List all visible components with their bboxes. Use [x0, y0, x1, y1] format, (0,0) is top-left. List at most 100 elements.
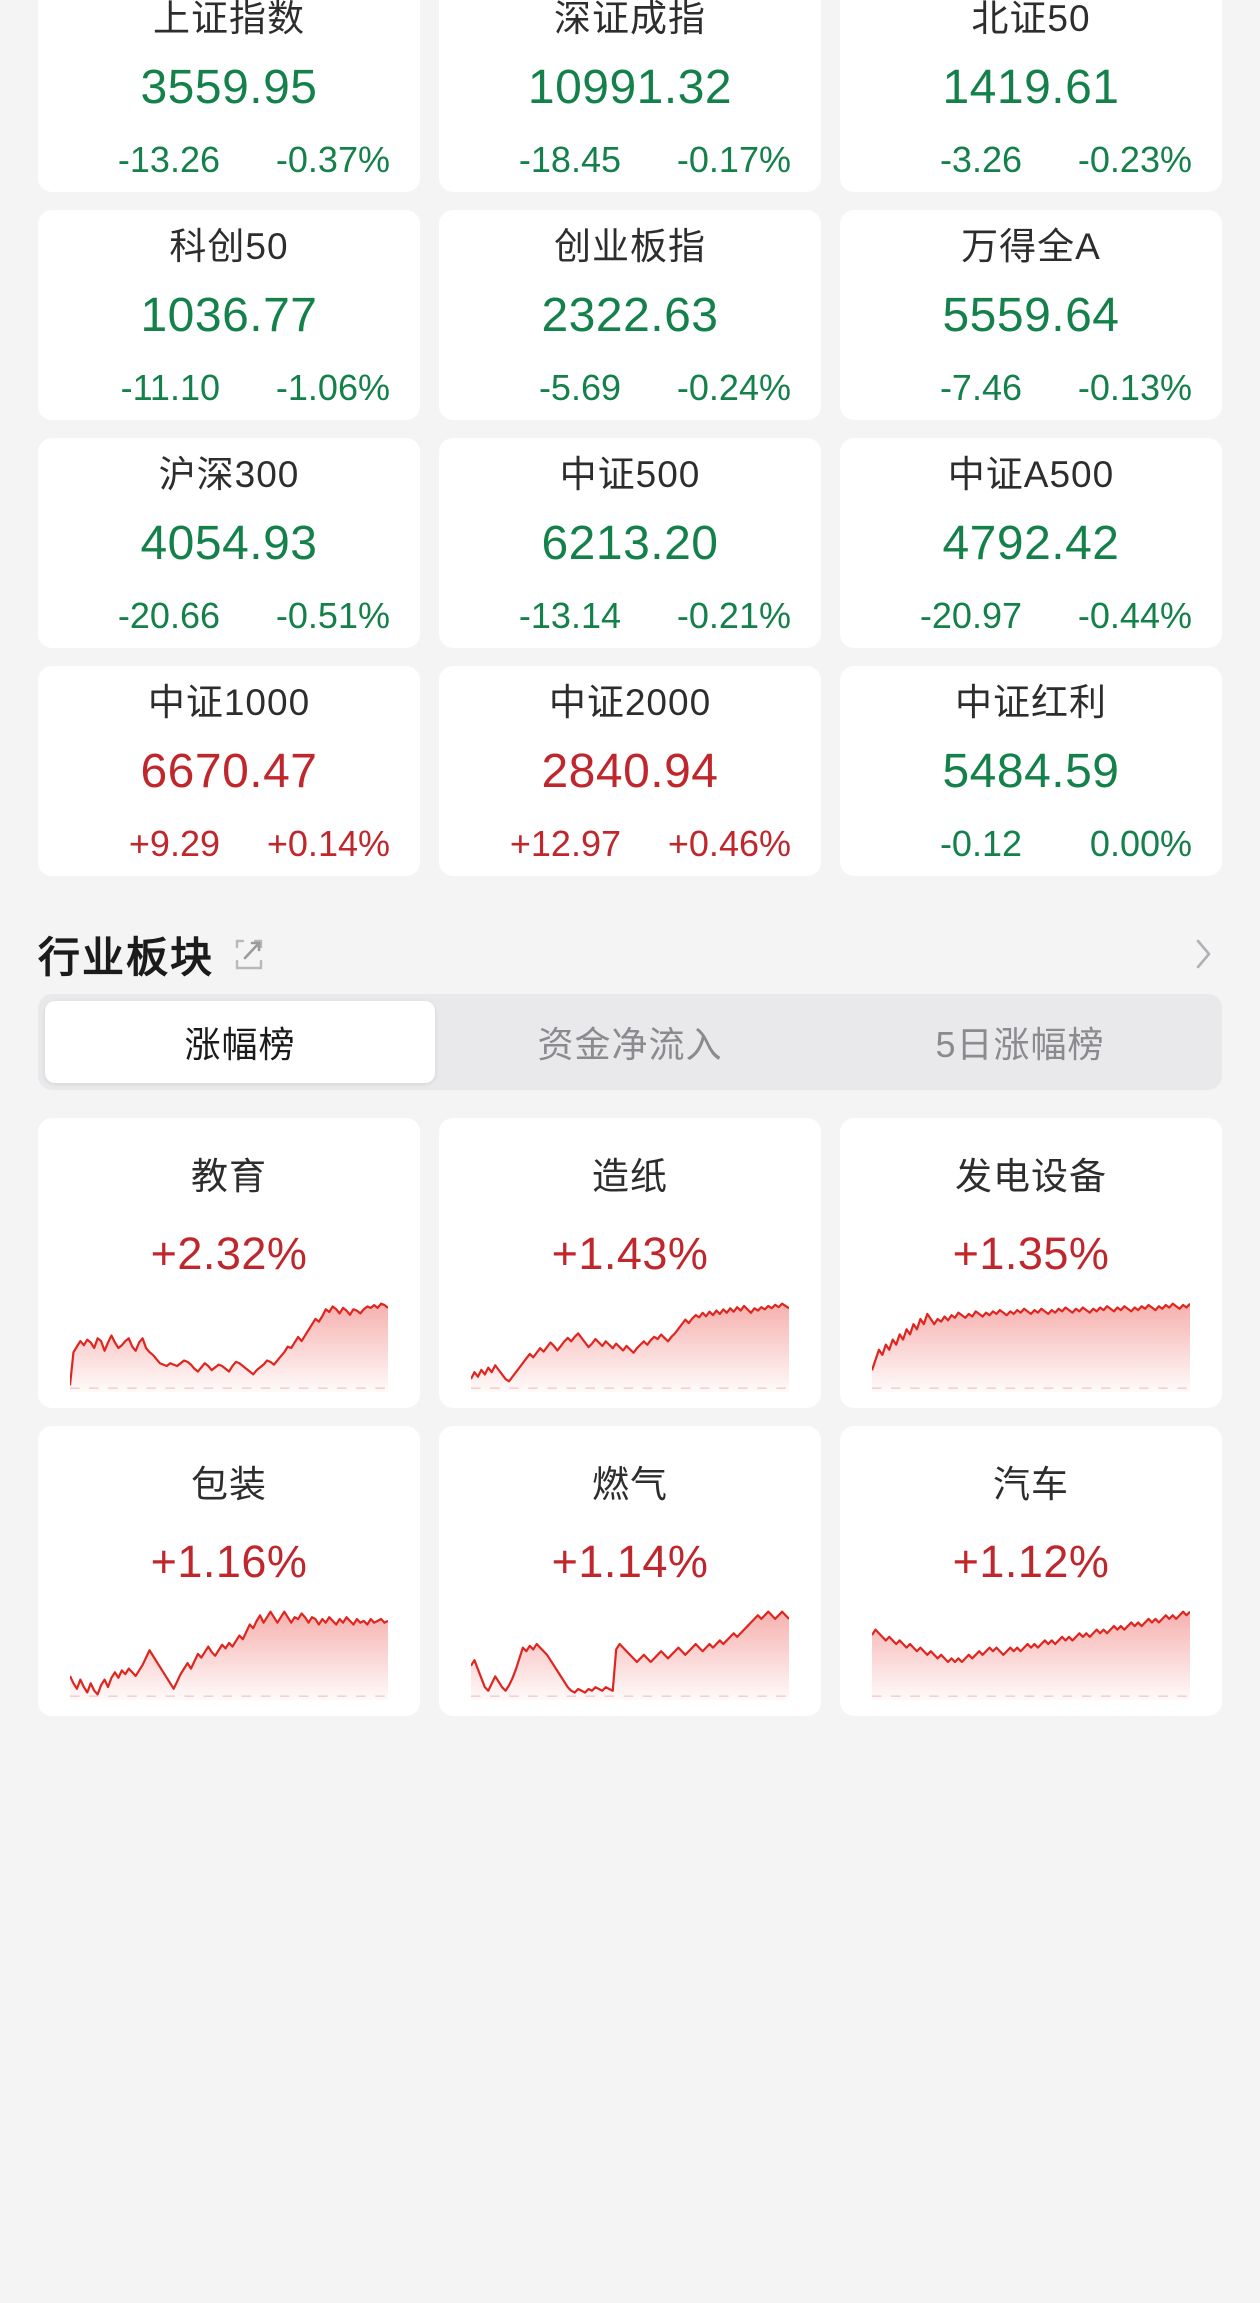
index-change-percent: -0.51% [275, 594, 390, 636]
index-name: 深证成指 [554, 0, 706, 40]
index-change-row: -13.26 -0.37% [38, 139, 420, 181]
sector-tabs: 涨幅榜 资金净流入 5日涨幅榜 [38, 994, 1222, 1090]
index-change-percent: -0.21% [676, 594, 791, 636]
sector-card[interactable]: 造纸 +1.43% [439, 1118, 821, 1408]
index-change-absolute: -11.10 [120, 366, 220, 408]
index-change-percent: 0.00% [1089, 822, 1192, 864]
index-change-row: -11.10 -1.06% [38, 367, 420, 409]
index-card[interactable]: 中证500 6213.20 -13.14 -0.21% [439, 438, 821, 648]
sector-grid: 教育 +2.32% 造纸 +1.43% 发电设备 +1.35% 包装 +1.16% 燃气 +1.1… [0, 1090, 1260, 1716]
sector-tabs-wrapper: 涨幅榜 资金净流入 5日涨幅榜 [0, 994, 1260, 1090]
tab-1[interactable]: 资金净流入 [537, 1024, 723, 1065]
index-change-row: -7.46 -0.13% [840, 367, 1222, 409]
index-name: 沪深300 [158, 454, 300, 496]
index-value: 1419.61 [942, 60, 1120, 114]
index-change-absolute: -5.69 [538, 366, 621, 408]
index-change-absolute: -13.26 [117, 138, 220, 180]
sector-percent: +1.35% [952, 1228, 1110, 1279]
index-change-absolute: -18.45 [518, 138, 621, 180]
sector-percent: +1.43% [551, 1228, 709, 1279]
index-change-absolute: -3.26 [939, 138, 1022, 180]
sector-name: 汽车 [993, 1464, 1069, 1505]
index-change-row: -13.14 -0.21% [439, 595, 821, 637]
index-card[interactable]: 中证A500 4792.42 -20.97 -0.44% [840, 438, 1222, 648]
index-change-percent: -0.23% [1077, 138, 1192, 180]
index-change-row: -0.12 0.00% [840, 823, 1222, 865]
sector-card[interactable]: 发电设备 +1.35% [840, 1118, 1222, 1408]
index-value: 6670.47 [140, 744, 318, 798]
index-change-row: -5.69 -0.24% [439, 367, 821, 409]
index-change-absolute: -0.12 [939, 822, 1022, 864]
index-name: 万得全A [961, 226, 1101, 268]
sector-card[interactable]: 燃气 +1.14% [439, 1426, 821, 1716]
sector-percent: +2.32% [150, 1228, 308, 1279]
sector-sparkline [840, 1604, 1222, 1700]
index-name: 中证1000 [147, 682, 311, 724]
sector-section-header: 行业板块 [0, 876, 1260, 988]
index-change-percent: +0.46% [667, 822, 791, 864]
index-grid: 上证指数 3559.95 -13.26 -0.37% 深证成指 10991.32 -18.4… [0, 0, 1260, 876]
index-card[interactable]: 科创50 1036.77 -11.10 -1.06% [38, 210, 420, 420]
index-value: 6213.20 [541, 516, 719, 570]
index-name: 上证指数 [153, 0, 305, 40]
index-card[interactable]: 中证红利 5484.59 -0.12 0.00% [840, 666, 1222, 876]
index-card[interactable]: 沪深300 4054.93 -20.66 -0.51% [38, 438, 420, 648]
index-value: 5559.64 [942, 288, 1120, 342]
index-change-row: +12.97 +0.46% [439, 823, 821, 865]
sector-name: 发电设备 [955, 1156, 1107, 1197]
index-change-percent: -0.24% [676, 366, 791, 408]
index-change-percent: +0.14% [266, 822, 390, 864]
sector-card[interactable]: 教育 +2.32% [38, 1118, 420, 1408]
sector-sparkline [439, 1296, 821, 1392]
index-value: 3559.95 [140, 60, 318, 114]
page-title: 行业板块 [38, 933, 215, 981]
index-card[interactable]: 创业板指 2322.63 -5.69 -0.24% [439, 210, 821, 420]
sector-percent: +1.12% [952, 1536, 1110, 1587]
index-value: 5484.59 [942, 744, 1120, 798]
index-change-row: -20.66 -0.51% [38, 595, 420, 637]
index-name: 北证50 [971, 0, 1091, 40]
index-value: 4792.42 [942, 516, 1120, 570]
sector-sparkline [439, 1604, 821, 1700]
sector-card[interactable]: 包装 +1.16% [38, 1426, 420, 1716]
tab-2[interactable]: 5日涨幅榜 [935, 1024, 1105, 1065]
index-change-row: -18.45 -0.17% [439, 139, 821, 181]
index-name: 科创50 [169, 226, 289, 268]
index-value: 2322.63 [541, 288, 719, 342]
index-change-percent: -0.37% [275, 138, 390, 180]
index-card[interactable]: 深证成指 10991.32 -18.45 -0.17% [439, 0, 821, 192]
index-value: 10991.32 [527, 60, 733, 114]
chevron-right-icon[interactable] [1194, 937, 1214, 971]
index-change-absolute: +12.97 [509, 822, 621, 864]
sector-name: 包装 [191, 1464, 267, 1505]
index-change-percent: -0.17% [676, 138, 791, 180]
index-card[interactable]: 中证2000 2840.94 +12.97 +0.46% [439, 666, 821, 876]
sector-name: 造纸 [592, 1156, 668, 1197]
sector-card[interactable]: 汽车 +1.12% [840, 1426, 1222, 1716]
index-value: 2840.94 [541, 744, 719, 798]
index-value: 4054.93 [140, 516, 318, 570]
index-name: 中证2000 [548, 682, 712, 724]
sector-name: 燃气 [592, 1464, 668, 1505]
external-link-icon[interactable] [232, 937, 266, 971]
index-change-percent: -1.06% [275, 366, 390, 408]
index-card[interactable]: 万得全A 5559.64 -7.46 -0.13% [840, 210, 1222, 420]
tab-0[interactable]: 涨幅榜 [45, 1001, 435, 1083]
sector-percent: +1.14% [551, 1536, 709, 1587]
sector-sparkline [38, 1604, 420, 1700]
index-card[interactable]: 中证1000 6670.47 +9.29 +0.14% [38, 666, 420, 876]
index-change-row: -3.26 -0.23% [840, 139, 1222, 181]
index-change-absolute: -7.46 [939, 366, 1022, 408]
index-name: 中证红利 [955, 682, 1107, 724]
index-card[interactable]: 上证指数 3559.95 -13.26 -0.37% [38, 0, 420, 192]
index-card[interactable]: 北证50 1419.61 -3.26 -0.23% [840, 0, 1222, 192]
index-change-absolute: +9.29 [128, 822, 220, 864]
index-change-percent: -0.13% [1077, 366, 1192, 408]
index-change-row: -20.97 -0.44% [840, 595, 1222, 637]
index-change-absolute: -20.97 [919, 594, 1022, 636]
index-value: 1036.77 [140, 288, 318, 342]
sector-sparkline [38, 1296, 420, 1392]
index-name: 中证500 [559, 454, 701, 496]
index-change-row: +9.29 +0.14% [38, 823, 420, 865]
index-name: 中证A500 [947, 454, 1115, 496]
